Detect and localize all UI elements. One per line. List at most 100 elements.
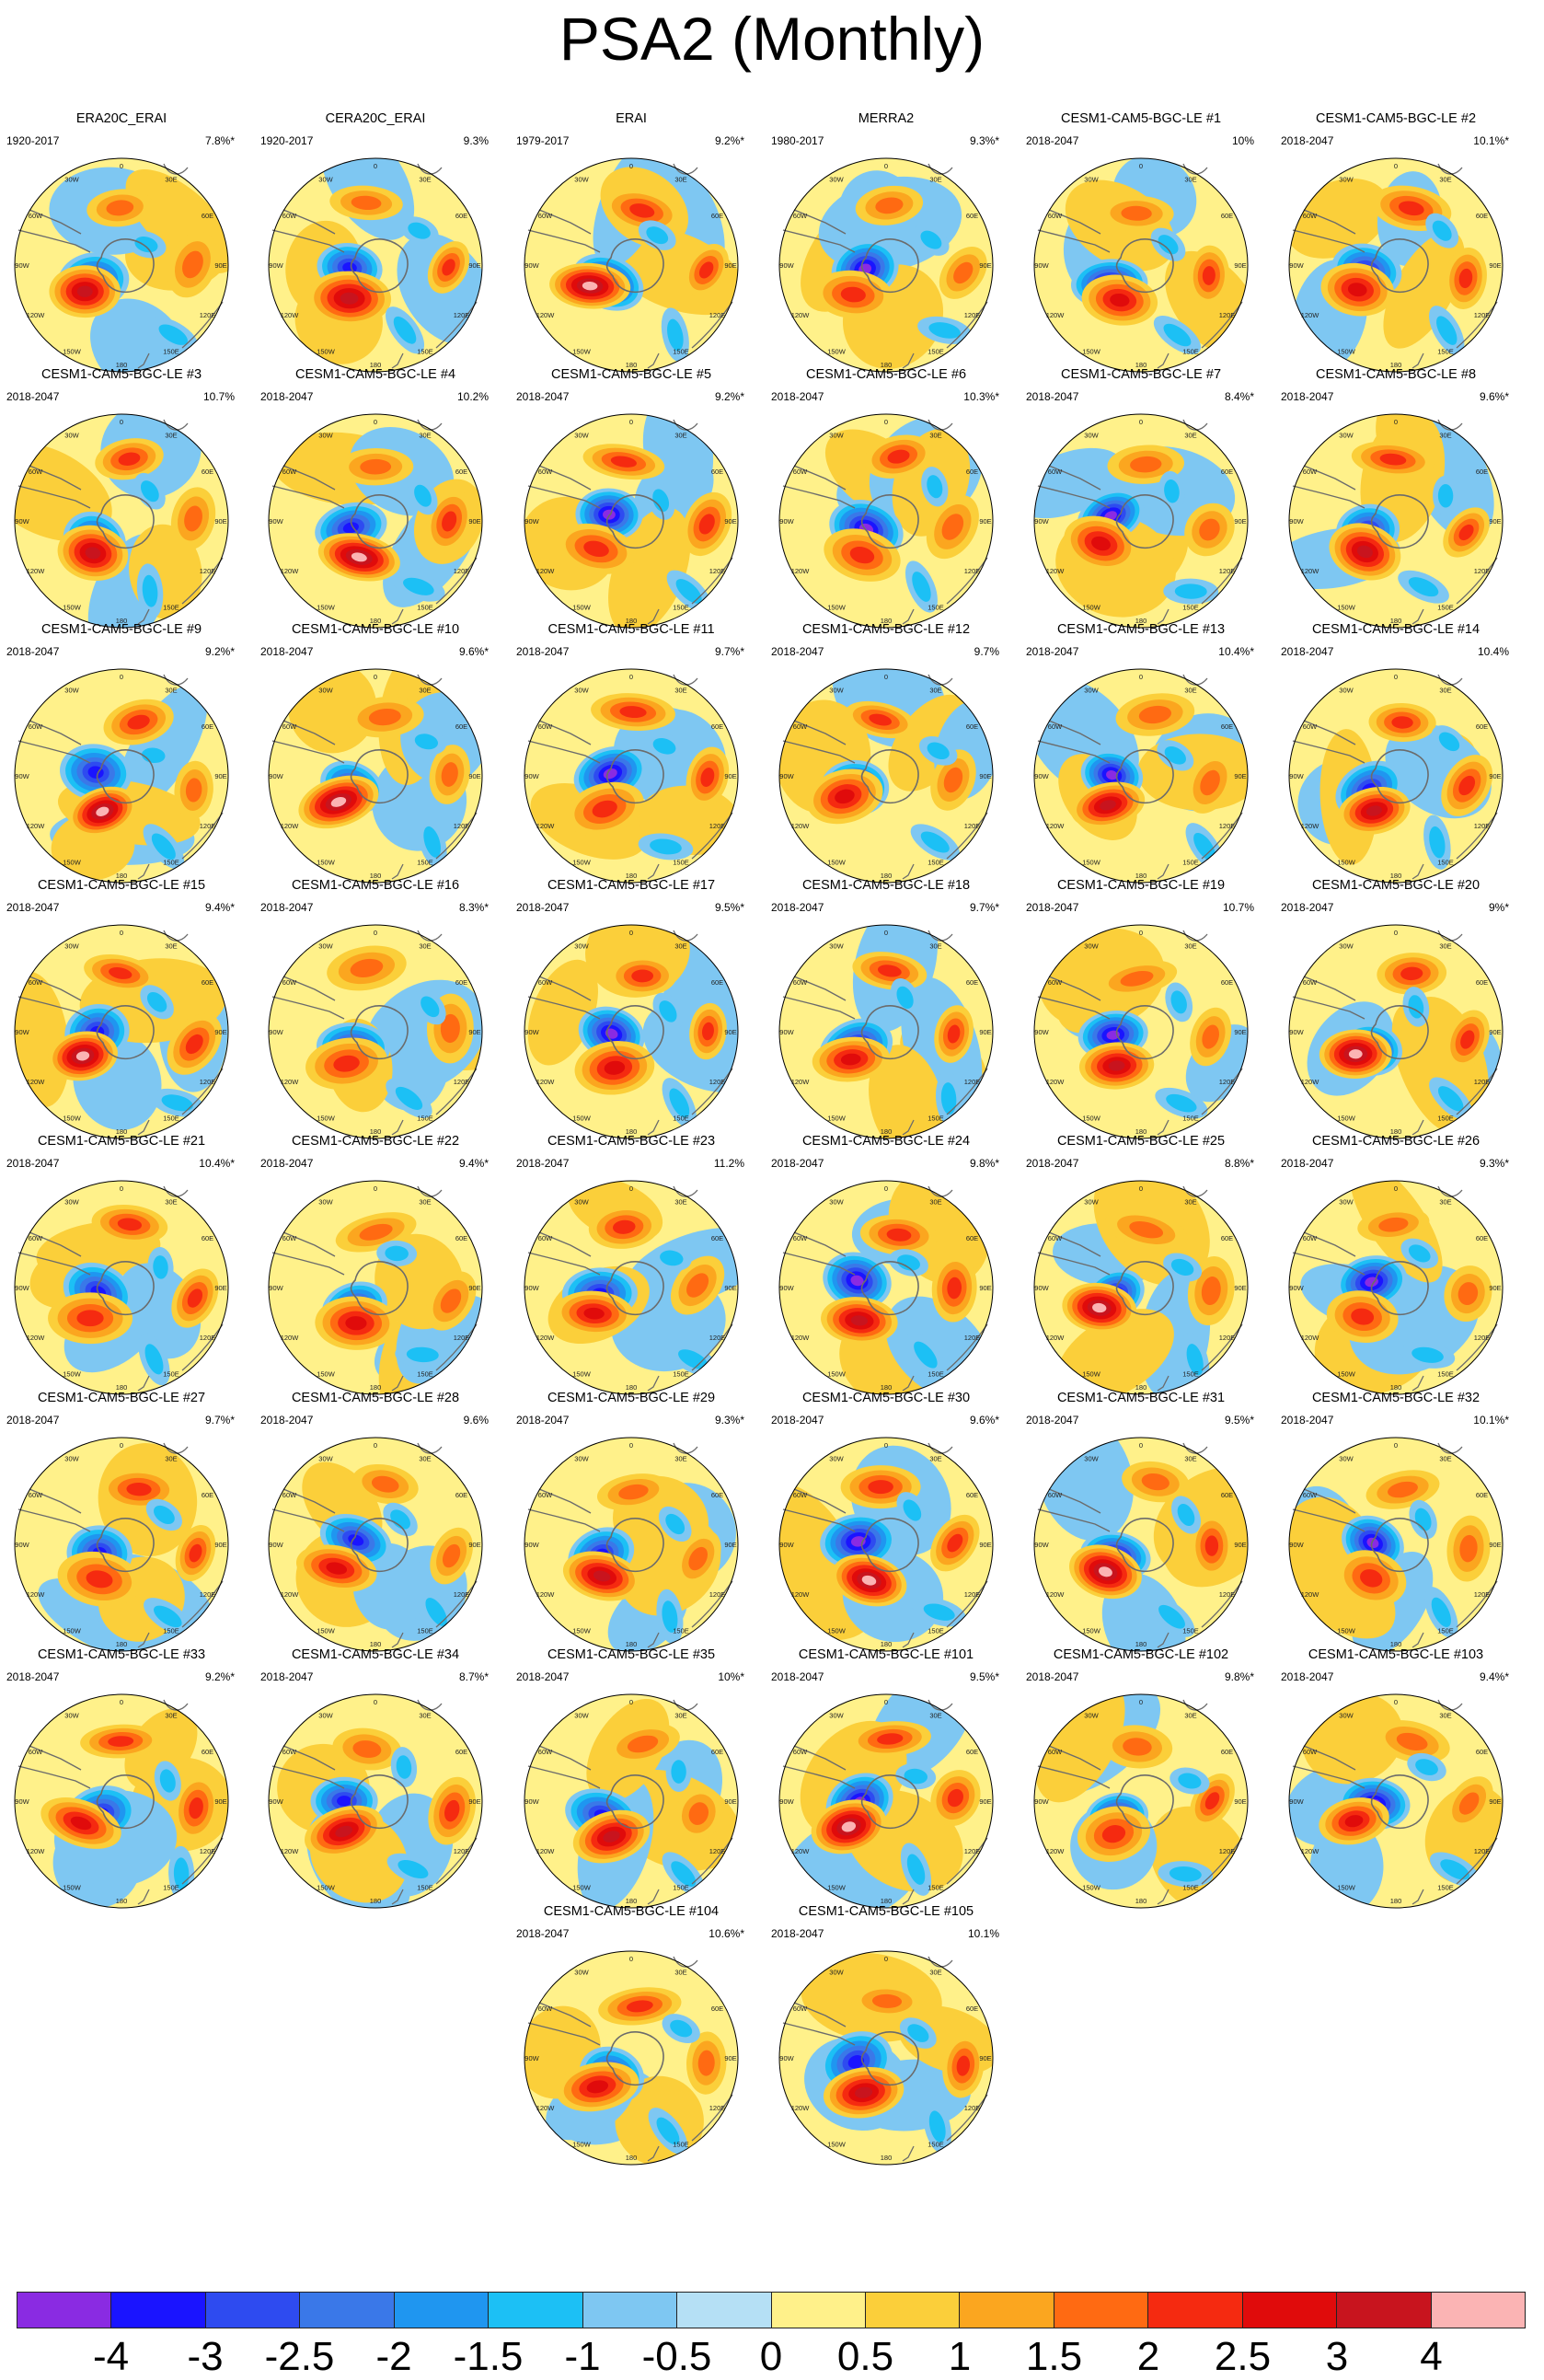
map-border [524,1437,739,1652]
positive-anomaly-contour [1458,1792,1480,1815]
longitude-label: 60W [1048,722,1063,731]
longitude-label: 150W [1337,1370,1356,1379]
negative-anomaly-contour [1170,990,1187,1014]
panel-variance-percent: 9.2%* [204,645,235,658]
antarctica-outline [605,238,664,294]
longitude-label: 30W [318,1455,333,1463]
longitude-label: 120E [709,1590,726,1599]
positive-anomaly-contour [340,292,359,305]
longitude-label: 90W [1289,261,1304,270]
africa-outline [1437,163,1463,175]
negative-anomaly-contour [1163,323,1192,347]
colorbar-box [17,2293,112,2328]
longitude-label: 90W [779,261,794,270]
longitude-label: 90E [979,1028,991,1036]
longitude-label: 30E [1439,1712,1451,1720]
longitude-label: 0 [629,1698,633,1706]
longitude-label: 150W [572,604,592,612]
polar-map: 0 30E 60E 90E 120E 150E 180 150W 120W 90W 60W 30W [524,924,739,1139]
south-america-outline [17,1745,91,1789]
longitude-label: 90E [468,517,480,526]
longitude-label: 120E [709,311,726,319]
longitude-label: 30W [318,1712,333,1720]
antarctica-outline [605,749,664,804]
longitude-label: 150W [317,1627,336,1635]
longitude-label: 150E [928,1884,944,1892]
australia-nz-outline [647,1323,733,1392]
longitude-label: 90E [214,1541,226,1549]
longitude-label: 30W [1084,1198,1099,1207]
south-america-outline [271,976,345,1020]
positive-anomaly-contour [629,203,655,218]
longitude-label: 150W [63,1370,82,1379]
longitude-label: 120E [200,311,216,319]
longitude-label: 60E [1221,1491,1233,1499]
positive-anomaly-contour [1458,268,1473,289]
longitude-label: 30W [64,432,79,440]
negative-anomaly-contour [659,1000,677,1022]
panel-variance-percent: 7.8%* [204,134,235,147]
positive-anomaly-contour [1141,1473,1170,1491]
positive-anomaly-contour [1344,1815,1364,1828]
south-america-outline [17,976,91,1020]
map-border [14,668,229,884]
anomaly-field [1034,414,1248,628]
positive-anomaly-contour [185,778,202,803]
negative-anomaly-contour [398,1859,429,1879]
africa-outline [417,163,443,175]
longitude-label: 120W [281,311,300,319]
negative-anomaly-contour [1437,1086,1464,1112]
longitude-label: 60E [1221,212,1233,220]
longitude-label: 120E [1219,567,1236,575]
map-panel: 0 30E 60E 90E 120E 150E 180 150W 120W 90W 60W 30W CE… [251,110,500,377]
negative-anomaly-contour [903,1499,922,1521]
map-panel: 0 30E 60E 90E 120E 150E 180 150W 120W 90W 60W 30W CE… [507,1903,755,2170]
map-panel: 0 30E 60E 90E 120E 150E 180 150W 120W 90W 60W 30W CE… [762,1390,1010,1657]
map-border [268,1693,483,1909]
longitude-label: 0 [120,418,123,426]
panel-title: ERAI [616,111,647,126]
anomaly-field [269,158,482,372]
south-america-outline [527,720,601,764]
antarctica-outline [605,1774,664,1830]
longitude-label: 180 [1390,1640,1402,1648]
positive-anomaly-contour [947,1277,962,1300]
south-america-outline [782,976,856,1020]
map-border [1288,157,1504,373]
australia-nz-outline [902,1837,988,1905]
polar-map: 0 30E 60E 90E 120E 150E 180 150W 120W 90W 60W 30W [1033,157,1249,373]
longitude-label: 90W [15,517,29,526]
anomaly-field [1289,158,1503,372]
colorbar-box [1242,2293,1338,2328]
colorbar-tick-label: -1 [564,2334,601,2379]
anomaly-field [1289,1438,1503,1651]
longitude-label: 0 [1139,418,1143,426]
longitude-label: 150W [1337,1884,1356,1892]
map-panel: 0 30E 60E 90E 120E 150E 180 150W 120W 90W 60W 30W ME… [762,110,1010,377]
longitude-label: 90W [269,1541,283,1549]
polar-map: 0 30E 60E 90E 120E 150E 180 150W 120W 90W 60W 30W [1033,1437,1249,1652]
colorbar-box [1148,2293,1243,2328]
antarctica-outline [96,238,155,294]
south-america-outline [782,1745,856,1789]
positive-anomaly-contour [371,1475,399,1493]
positive-anomaly-contour [1378,1217,1409,1232]
longitude-label: 180 [1390,1383,1402,1392]
longitude-label: 180 [1135,1897,1147,1905]
longitude-label: 30E [1439,942,1451,951]
longitude-label: 90E [979,772,991,780]
panel-variance-percent: 9%* [1488,901,1509,914]
longitude-label: 30E [419,1198,431,1207]
longitude-label: 60E [711,468,723,476]
negative-anomaly-contour [662,1600,678,1633]
anomaly-field [269,1438,482,1651]
positive-anomaly-contour [583,1307,605,1320]
longitude-label: 150W [1337,1627,1356,1635]
longitude-label: 150E [417,1627,433,1635]
negative-anomaly-contour [337,1796,352,1807]
panel-title: CESM1-CAM5-BGC-LE #15 [37,878,206,893]
south-america-outline [1037,465,1111,509]
panel-period: 2018-2047 [771,645,824,658]
longitude-label: 150W [1082,604,1101,612]
negative-anomaly-contour [159,1769,176,1793]
